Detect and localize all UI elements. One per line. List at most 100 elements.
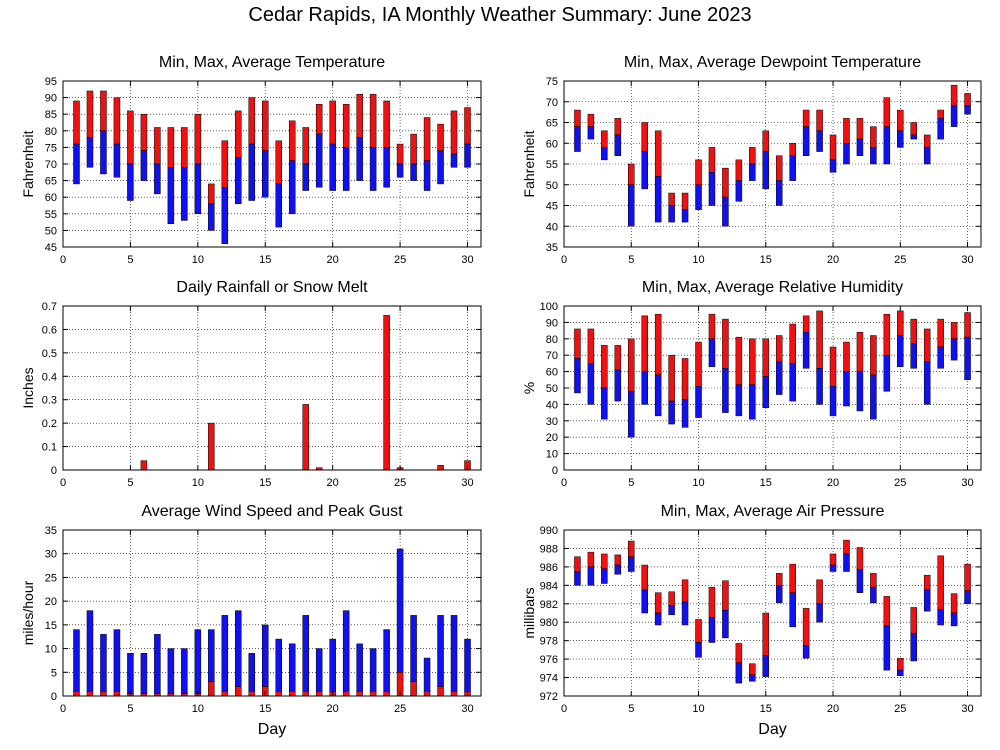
bar-avg-min [194,163,202,215]
bar-avg-min [910,343,917,369]
bar-max-avg [248,97,256,145]
x-tick-label: 5 [127,703,133,715]
bar-avg-speed [450,691,458,697]
bar-max-avg [86,90,94,138]
bar-avg-min [208,203,215,231]
bar-max-avg [396,143,404,165]
bar-peak-gust [262,624,269,687]
bar-max-avg [654,592,662,614]
bar-peak-gust [464,638,471,692]
bar-max-avg [735,159,743,181]
bar-avg-min [843,371,850,407]
bar-avg-min [762,151,770,190]
bar-max-avg [937,555,944,610]
chart-title: Average Wind Speed and Peak Gust [141,503,403,520]
chart-title: Min, Max, Average Dewpoint Temperature [624,54,921,71]
bar-max-avg [762,130,770,152]
bar-avg-min [964,336,971,381]
bar-avg-speed [208,681,215,697]
x-axis: 0 5 10 15 20 25 30 [60,530,474,715]
y-tick-label: 20 [546,432,558,444]
x-axis-label: Day [258,721,286,738]
y-tick-label: 976 [540,654,558,666]
y-tick-label: 0.5 [42,348,57,360]
chart-pressure: Min, Max, Average Air Pressure9729749769… [521,503,982,738]
bar-max-avg [883,596,891,627]
bar-avg-speed [86,691,94,697]
x-tick-label: 25 [394,254,406,266]
y-tick-label: 0.3 [42,395,57,407]
bar-peak-gust [113,629,121,692]
bar-avg-min [775,180,783,206]
bar-avg-min [897,669,904,676]
bar-avg-min [829,564,837,572]
y-tick-label: 40 [546,399,558,411]
bar-max-avg [681,358,689,400]
bar-avg-min [789,155,796,181]
x-tick-label: 5 [127,254,133,266]
bar-avg-min [86,137,94,168]
bar-avg-min [275,183,282,228]
bar-avg-min [856,138,864,156]
bar-avg-min [870,586,877,604]
y-tick-label: 45 [45,242,57,254]
x-axis: 0 5 10 15 20 25 30 [60,306,474,489]
chart-humidity: Min, Max, Average Relative Humidity 0 10 20… [521,279,982,489]
bar-avg-speed [100,691,107,697]
bar-peak-gust [450,615,458,692]
bar-avg-min [140,150,148,181]
bar-max-avg [140,113,148,151]
bar-max-avg [856,547,864,570]
bar-avg-min [950,105,958,127]
bar-max-avg [802,315,810,333]
x-tick-label: 10 [192,477,204,489]
bar-max-avg [910,122,917,136]
bar-max-avg [668,591,675,606]
grid-lines [564,530,981,696]
bar-avg-min [950,612,958,627]
bar-rainfall [437,465,444,471]
bar-max-avg [113,97,121,145]
y-tick-label: 30 [546,416,558,428]
bar-max-avg [923,328,931,363]
bar-avg-min [587,566,595,586]
x-tick-label: 10 [692,703,704,715]
bar-avg-min [587,363,595,405]
bar-max-avg [668,354,675,402]
bar-avg-speed [235,686,242,697]
bar-max-avg [614,118,622,136]
bar-peak-gust [437,615,444,687]
bar-avg-min [329,143,336,191]
bar-max-avg [641,122,648,152]
bar-avg-min [843,553,850,572]
bar-max-avg [574,328,581,359]
y-tick-label: 986 [540,562,558,574]
data-bars [73,548,471,697]
plot-frame [563,529,982,697]
plot-frame [62,305,482,471]
bar-avg-min [897,335,904,367]
bar-avg-min [181,167,188,221]
chart-title: Min, Max, Average Temperature [159,54,385,71]
bar-peak-gust [221,615,229,692]
chart-temperature: Min, Max, Average Temperature45505560657… [20,54,482,266]
bar-avg-min [923,589,931,612]
x-tick-label: 15 [760,477,772,489]
y-axis: 0 5 10 15 20 25 30 35 [45,525,481,703]
x-tick-label: 20 [827,254,839,266]
y-tick-label: 0.6 [42,324,57,336]
bar-avg-min [950,338,958,361]
bar-avg-min [369,147,377,191]
bar-max-avg [235,110,242,158]
bar-avg-min [708,338,716,367]
x-tick-label: 5 [127,477,133,489]
bar-peak-gust [275,638,282,692]
bar-max-avg [937,109,944,119]
bar-avg-min [628,391,635,438]
y-axis-label: millibars [521,587,537,638]
x-axis: 0 5 10 15 20 25 30 [561,306,974,489]
bar-max-avg [829,553,837,566]
bar-avg-min [654,374,662,417]
bar-avg-min [654,176,662,223]
